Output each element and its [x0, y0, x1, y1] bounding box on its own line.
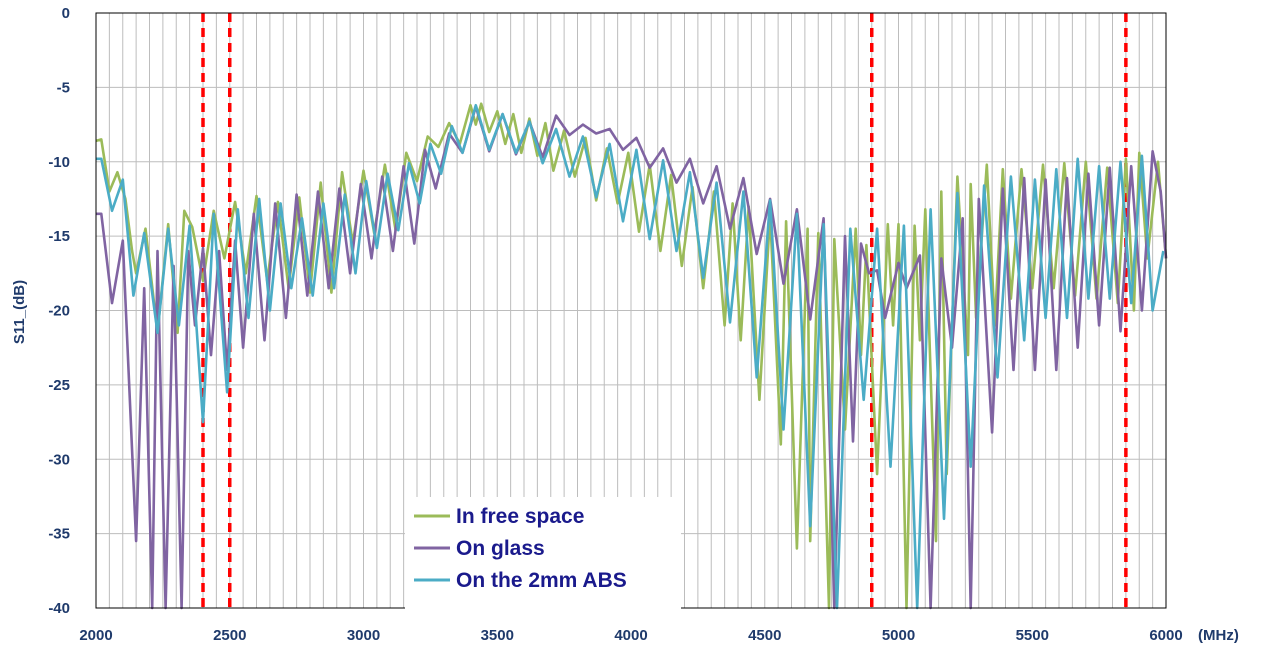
y-tick-label: -20 — [48, 303, 70, 320]
x-tick-label: 5500 — [1016, 627, 1049, 644]
series-layer — [95, 102, 1168, 610]
legend-box — [405, 497, 681, 609]
x-tick-label: 3500 — [481, 627, 514, 644]
series-line-3 — [96, 103, 1165, 610]
y-axis-title: S11_(dB) — [11, 280, 28, 344]
y-tick-labels: 0 -5 -10 -15 -20 -25 -30 -35 -40 — [48, 5, 70, 617]
x-tick-label: 4500 — [748, 627, 781, 644]
legend: In free space On glass On the 2mm ABS — [405, 497, 681, 609]
x-tick-label: 4000 — [614, 627, 647, 644]
y-tick-label: -30 — [48, 451, 70, 468]
x-tick-label: 3000 — [347, 627, 380, 644]
legend-label: On glass — [456, 537, 545, 560]
y-tick-label: -25 — [48, 377, 70, 394]
y-tick-label: -35 — [48, 526, 70, 543]
x-axis-unit: (MHz) — [1198, 627, 1239, 644]
x-tick-label: 6000 — [1149, 627, 1182, 644]
legend-label: On the 2mm ABS — [456, 569, 627, 592]
x-tick-label: 2500 — [213, 627, 246, 644]
legend-label: In free space — [456, 505, 584, 528]
y-tick-label: 0 — [62, 5, 70, 22]
reference-lines — [201, 13, 1128, 608]
x-tick-label: 5000 — [882, 627, 915, 644]
x-tick-labels: 2000 2500 3000 3500 4000 4500 5000 5500 6000 — [79, 627, 1182, 644]
y-tick-label: -5 — [57, 79, 70, 96]
y-tick-label: -40 — [48, 600, 70, 617]
y-tick-label: -10 — [48, 154, 70, 171]
y-tick-label: -15 — [48, 228, 70, 245]
x-tick-label: 2000 — [79, 627, 112, 644]
